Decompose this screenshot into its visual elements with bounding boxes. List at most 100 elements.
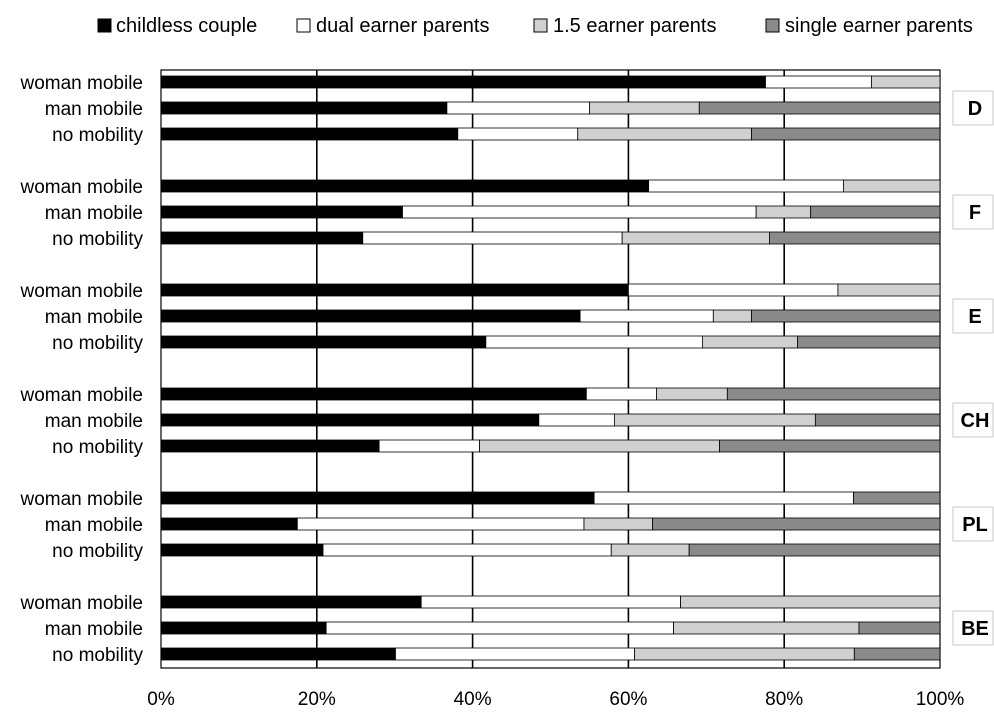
legend-label: single earner parents <box>785 15 973 37</box>
group-label-box <box>952 506 994 542</box>
category-label: man mobile <box>45 99 143 120</box>
x-axis-ticks: 0% 20% 40% 60% 80% 100% <box>147 689 964 710</box>
group-label-box <box>952 90 994 126</box>
category-label: no mobility <box>52 125 143 146</box>
bar-segment <box>160 439 380 453</box>
group-label-box <box>952 298 994 334</box>
bar-segment <box>853 491 941 505</box>
bar-segment <box>797 335 941 349</box>
category-label: woman mobile <box>20 489 144 510</box>
bar-segment <box>395 647 636 661</box>
legend: childless couple dual earner parents 1.5 e… <box>97 15 973 37</box>
bar-segment <box>160 387 587 401</box>
bar-segment <box>160 413 540 427</box>
plot-frame <box>160 69 941 669</box>
bar-segment <box>843 179 941 193</box>
bar-segment <box>751 309 941 323</box>
legend-swatch <box>97 18 112 33</box>
bar-segment <box>160 231 364 245</box>
bar-segment <box>160 543 324 557</box>
bar-segment <box>485 335 703 349</box>
group-label: BE <box>961 618 989 640</box>
bar-segment <box>160 127 459 141</box>
legend-swatch <box>296 18 311 33</box>
category-label: woman mobile <box>20 177 144 198</box>
bar-segment <box>160 647 396 661</box>
bar-segment <box>719 439 941 453</box>
bar-segment <box>814 413 941 427</box>
bar-segment <box>160 75 766 89</box>
group-label: E <box>968 306 981 328</box>
bar-segment <box>712 309 752 323</box>
bar-segment <box>680 595 941 609</box>
bar-segment <box>479 439 720 453</box>
category-label: woman mobile <box>20 593 144 614</box>
bar-segment <box>810 205 941 219</box>
bar-segment <box>160 595 422 609</box>
bar-segment <box>583 517 653 531</box>
bar-segment <box>628 283 839 297</box>
x-tick-label: 0% <box>147 689 175 710</box>
group-label-box <box>952 194 994 230</box>
group-label: CH <box>961 410 990 432</box>
bar-segment <box>751 127 941 141</box>
bar-segment <box>579 309 714 323</box>
bar-segment <box>673 621 860 635</box>
group-label-box <box>952 610 994 646</box>
group-label: F <box>969 202 981 224</box>
bar-segment <box>765 75 872 89</box>
legend-swatch <box>533 18 548 33</box>
legend-label: dual earner parents <box>316 15 489 37</box>
bar-segment <box>858 621 941 635</box>
bar-segment <box>755 205 812 219</box>
category-label: no mobility <box>52 437 143 458</box>
category-label: woman mobile <box>20 385 144 406</box>
bar-segment <box>593 491 854 505</box>
group-labels: D F E CH PL BE <box>952 90 994 646</box>
bar-segment <box>726 387 941 401</box>
bar-segment <box>160 335 487 349</box>
legend-label: 1.5 earner parents <box>553 15 716 37</box>
bar-segment <box>768 231 941 245</box>
category-label: woman mobile <box>20 281 144 302</box>
bar-segment <box>160 205 403 219</box>
group-label: D <box>968 98 982 120</box>
bar-segment <box>160 101 448 115</box>
x-tick-label: 80% <box>765 689 803 710</box>
bar-segment <box>160 283 629 297</box>
category-label: woman mobile <box>20 73 144 94</box>
bar-segment <box>871 75 941 89</box>
bar-segment <box>837 283 941 297</box>
bar-segment <box>160 517 298 531</box>
bar-segment <box>634 647 855 661</box>
group-label: PL <box>962 514 988 536</box>
bar-segment <box>702 335 798 349</box>
bar-segment <box>585 387 657 401</box>
bar-segment <box>538 413 615 427</box>
category-label: man mobile <box>45 515 143 536</box>
legend-label: childless couple <box>116 15 257 37</box>
category-label: man mobile <box>45 619 143 640</box>
bar-segment <box>160 621 327 635</box>
bar-segment <box>446 101 590 115</box>
x-tick-label: 40% <box>454 689 492 710</box>
x-tick-label: 60% <box>609 689 647 710</box>
bar-segment <box>296 517 585 531</box>
x-tick-label: 100% <box>916 689 965 710</box>
category-label: man mobile <box>45 203 143 224</box>
bar-segment <box>610 543 690 557</box>
plot-area <box>160 69 941 669</box>
bar-segment <box>613 413 816 427</box>
bar-segment <box>378 439 481 453</box>
bar-segment <box>322 543 612 557</box>
category-label: no mobility <box>52 333 143 354</box>
group-label-box <box>952 402 994 438</box>
bar-segment <box>577 127 752 141</box>
category-label: no mobility <box>52 229 143 250</box>
bar-segment <box>457 127 579 141</box>
bar-segment <box>160 179 650 193</box>
bar-segment <box>362 231 623 245</box>
bar-segment <box>160 491 595 505</box>
bar-segment <box>648 179 844 193</box>
category-label: man mobile <box>45 307 143 328</box>
